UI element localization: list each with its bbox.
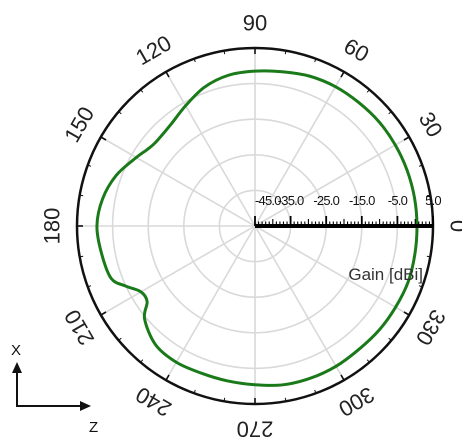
angular-tick <box>340 71 345 78</box>
angular-tick-label: 30 <box>414 108 448 142</box>
grid-spoke <box>254 71 345 227</box>
angular-tick <box>87 164 92 167</box>
angular-tick <box>314 389 317 394</box>
radial-tick-label: -15.0 <box>349 193 375 208</box>
angular-tick <box>100 136 107 141</box>
angular-tick <box>340 374 345 381</box>
angular-tick-label: 90 <box>243 11 267 36</box>
series-layer <box>95 69 419 387</box>
angular-tick-label: 180 <box>40 208 65 245</box>
grid-spoke <box>100 225 256 316</box>
angular-tick <box>165 374 170 381</box>
angular-tick <box>87 285 92 288</box>
angular-tick <box>388 337 392 341</box>
triad-x-arrow-icon <box>12 362 22 373</box>
angular-tick <box>426 255 431 258</box>
radial-tick-label: -25.0 <box>313 193 339 208</box>
radial-tick-label: -5.0 <box>388 193 408 208</box>
angular-tick <box>366 89 370 93</box>
angular-tick <box>118 111 122 115</box>
radial-axis-label: Gain [dBi] <box>348 265 423 284</box>
angular-tick-layer <box>77 48 433 404</box>
angular-tick <box>118 337 122 341</box>
radial-axis <box>254 216 434 228</box>
grid-spoke <box>254 136 410 227</box>
angular-tick <box>79 255 84 258</box>
angular-tick-label: 150 <box>59 102 99 146</box>
triad-z-arrow-icon <box>80 401 91 411</box>
grid-spoke <box>254 225 410 316</box>
angular-tick-label: 210 <box>59 305 99 349</box>
angular-tick-label: 300 <box>334 382 378 422</box>
radial-tick-labels: -45.0-35.0 -25.0 -15.0 -5.0 5.0 <box>255 193 442 208</box>
grid-spoke <box>165 225 256 381</box>
angular-tick <box>388 111 392 115</box>
angular-tick <box>403 311 410 316</box>
angular-tick <box>165 71 170 78</box>
angular-tick <box>418 164 423 167</box>
angular-tick-label: 270 <box>237 417 274 442</box>
angular-tick <box>193 389 196 394</box>
angular-tick <box>79 194 84 197</box>
angular-tick-label: 0 <box>446 220 462 232</box>
grid-spoke <box>165 71 256 227</box>
angular-tick <box>314 58 317 63</box>
series-line <box>95 69 419 387</box>
angular-tick-label: 330 <box>411 305 451 349</box>
angular-tick <box>223 397 226 402</box>
grid-spoke <box>254 225 345 381</box>
grid-spoke <box>100 136 256 227</box>
angular-tick <box>366 359 370 363</box>
angular-tick <box>426 194 431 197</box>
angular-tick <box>403 136 410 141</box>
angular-tick-label: 60 <box>340 33 374 67</box>
coordinate-triad: X Z <box>11 342 98 436</box>
angular-tick <box>223 50 226 55</box>
triad-z-label: Z <box>89 419 98 436</box>
angular-tick-label: 120 <box>131 30 175 70</box>
radial-tick-label: 5.0 <box>425 193 441 208</box>
radial-tick-label: -35.0 <box>278 193 304 208</box>
angular-tick <box>284 397 287 402</box>
angular-tick <box>140 89 144 93</box>
angular-tick <box>140 359 144 363</box>
angular-tick-label: 240 <box>131 382 175 422</box>
triad-x-label: X <box>11 342 21 359</box>
angular-tick <box>418 285 423 288</box>
angular-tick <box>284 50 287 55</box>
radial-tick-label: -45.0 <box>255 193 281 208</box>
angular-tick <box>193 58 196 63</box>
angular-tick <box>100 311 107 316</box>
